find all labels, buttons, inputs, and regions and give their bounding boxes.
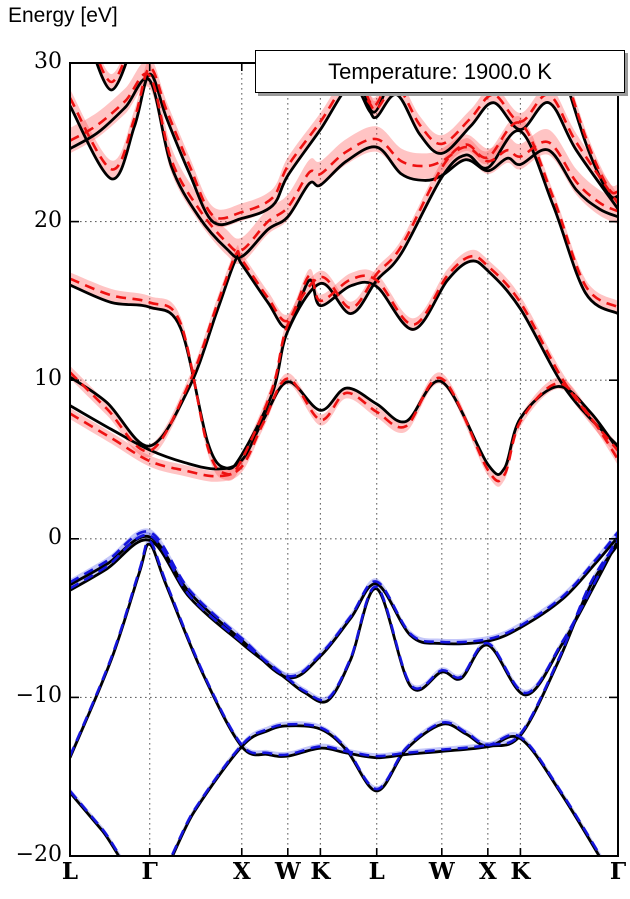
band-renormalized-valence-4: [70, 530, 618, 678]
band-reference-valence-4: [70, 534, 618, 680]
x-tick-label: W: [428, 858, 455, 885]
y-tick-label: 10: [34, 366, 62, 392]
x-tick-label: K: [310, 858, 331, 885]
x-tick-label: Γ: [609, 858, 627, 885]
band-renormalized-valence-2: [70, 539, 618, 758]
legend-label: Temperature: 1900.0 K: [328, 58, 552, 84]
band-shade-valence-4: [70, 528, 618, 680]
band-reference-conduction-2: [70, 254, 618, 448]
band-reference-conduction-4: [70, 77, 618, 259]
band-renormalized-conduction-4: [70, 72, 618, 253]
y-tick-label: 30: [34, 49, 62, 74]
x-tick-label: L: [61, 858, 79, 885]
x-tick-label: L: [368, 858, 385, 885]
band-shade-valence-2: [70, 538, 618, 759]
x-tick-label: Γ: [141, 858, 158, 885]
x-tick-label: X: [478, 858, 497, 885]
y-tick-label: −20: [15, 842, 62, 867]
y-tick-label: 20: [34, 207, 62, 233]
band-reference-conduction-6: [95, 63, 128, 92]
x-tick-label: W: [274, 858, 301, 885]
y-axis-title: Energy [eV]: [8, 4, 118, 27]
band-reference-conduction-1: [70, 379, 618, 476]
band-shade-conduction-2: [70, 244, 618, 458]
x-tick-label: X: [232, 858, 251, 885]
band-renormalized-conduction-1: [70, 376, 618, 483]
band-shade-conduction-6: [96, 63, 127, 90]
band-shade-conduction-5: [70, 63, 618, 228]
x-tick-label: K: [510, 858, 531, 885]
band-reference-valence-2: [70, 542, 618, 760]
band-shade-conduction-1: [70, 372, 618, 487]
band-renormalized-valence-1: [70, 720, 602, 856]
band-renormalized-conduction-3: [70, 121, 618, 476]
band-renormalized-conduction-6: [98, 63, 125, 84]
band-renormalized-valence-3: [70, 533, 618, 702]
band-reference-conduction-7: [355, 63, 395, 114]
band-shade-conduction-8: [559, 63, 618, 201]
y-tick-label: −10: [15, 683, 62, 709]
legend-box: Temperature: 1900.0 K: [255, 50, 625, 93]
y-tick-label: 0: [48, 524, 62, 550]
band-shade-conduction-3: [70, 116, 618, 481]
band-reference-valence-3: [70, 538, 618, 704]
band-renormalized-conduction-2: [70, 249, 618, 453]
